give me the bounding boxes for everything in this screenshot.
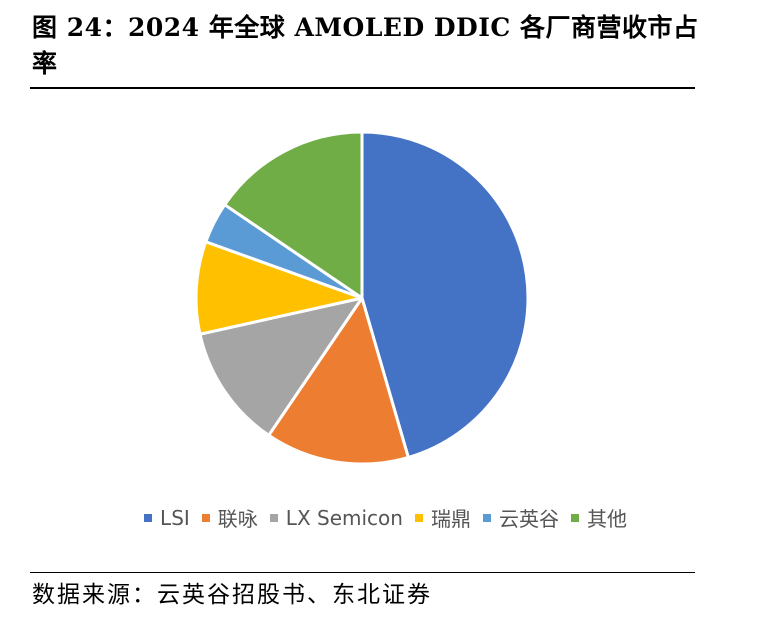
pie-slice-1 <box>267 296 410 466</box>
legend-item: 联咏 <box>201 503 258 532</box>
legend-item: 瑞鼎 <box>414 503 471 532</box>
legend-swatch <box>144 513 153 522</box>
legend-label: 其他 <box>586 507 627 531</box>
legend-label: 联咏 <box>217 507 258 531</box>
legend-label: 云英谷 <box>498 507 559 531</box>
legend-swatch <box>414 513 423 522</box>
pie-slices <box>194 130 530 466</box>
title-rule <box>30 87 695 89</box>
legend-label: LSI <box>160 505 190 530</box>
legend-item: 云英谷 <box>482 503 559 532</box>
pie-slice-2 <box>198 296 364 437</box>
legend-swatch <box>482 513 491 522</box>
pie-slice-3 <box>194 240 364 336</box>
legend-swatch <box>269 513 278 522</box>
legend-swatch <box>201 513 210 522</box>
figure-title: 图 24：2024 年全球 AMOLED DDIC 各厂商营收市占率 <box>32 13 699 78</box>
legend-label: 瑞鼎 <box>430 507 471 531</box>
chart-legend: LSI 联咏 LX Semicon 瑞鼎 云英谷 其他 <box>0 503 771 532</box>
pie-slice-0 <box>360 130 530 459</box>
legend-item: LX Semicon <box>269 505 403 530</box>
legend-swatch <box>570 513 579 522</box>
pie-slice-5 <box>223 130 364 300</box>
legend-item: LSI <box>144 506 190 530</box>
pie-chart <box>194 130 530 466</box>
source-rule <box>30 572 695 573</box>
legend-item: 其他 <box>570 503 627 532</box>
legend-label: LX Semicon <box>285 505 403 530</box>
source-note: 数据来源：云英谷招股书、东北证券 <box>32 582 432 608</box>
